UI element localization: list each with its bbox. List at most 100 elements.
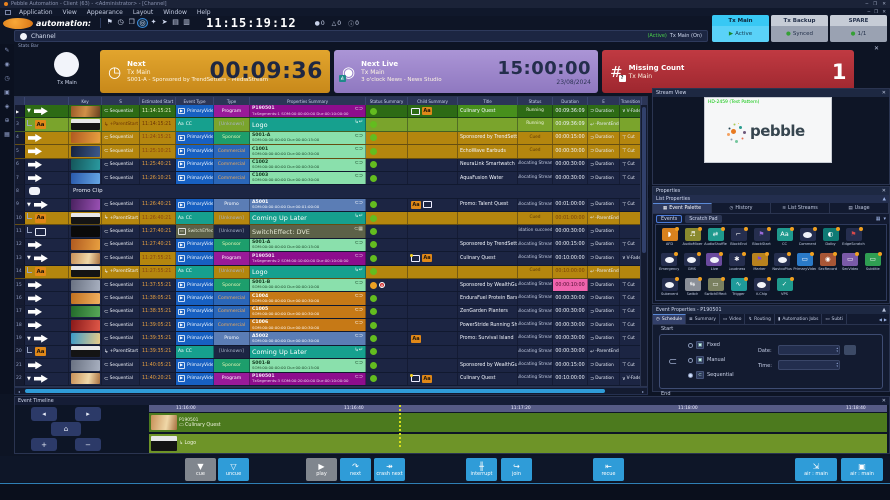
scrollbar-thumb[interactable]: [25, 389, 605, 393]
tab-automation-jobs[interactable]: ▮ Automation Jobs: [775, 314, 823, 324]
vertical-scrollbar[interactable]: [640, 105, 647, 386]
schedule-row-16[interactable]: 16 ⊂ Sequential 11:38:05:21 ▶ PrimaryVideo Com…: [15, 292, 647, 306]
menu-item-help[interactable]: Help: [196, 8, 211, 16]
air-main-button-9[interactable]: ▣ air : main: [841, 458, 883, 481]
menu-item-application[interactable]: Application: [19, 8, 53, 16]
tab-history[interactable]: ◷ History: [712, 203, 771, 213]
schedule-row-5[interactable]: 5 ⊂ Sequential 11:25:10:21 ▶ PrimaryVideo Comm…: [15, 145, 647, 159]
rail-icon-0[interactable]: ✎: [4, 47, 10, 54]
schedule-row-14[interactable]: 14 Aa ↳ +ParentStart 11:27:55:21 Aa CC [Unknown…: [15, 265, 647, 279]
mdi-close-icon[interactable]: ✕: [882, 9, 886, 15]
expand-icon[interactable]: ▼: [27, 201, 31, 208]
minimize-icon[interactable]: ─: [865, 1, 869, 7]
event-properties-pin-icon[interactable]: ▲: [882, 307, 886, 313]
tab-scroll-left-icon[interactable]: ◀: [878, 316, 882, 322]
column-header-e[interactable]: E: [588, 97, 620, 105]
column-header-1[interactable]: [25, 97, 69, 105]
palette-item-primaryvideo[interactable]: ▭ PrimaryVideo: [793, 251, 816, 276]
radio-button[interactable]: [688, 342, 693, 348]
channel-bar[interactable]: Channel (Active) Tx Main (On): [14, 30, 708, 42]
start-option-sequential[interactable]: ⊂ Sequential: [688, 371, 734, 379]
maximize-icon[interactable]: ❐: [873, 1, 878, 7]
schedule-row-4[interactable]: 4 ⊂ Sequential 11:24:15:21 ▶ PrimaryVideo Spon…: [15, 131, 647, 146]
column-header-child-summary[interactable]: Child Summary: [408, 97, 458, 105]
stats-panel-next-live[interactable]: ◉ ◭ Next Live Tx Main 3 o'clock News - News …: [334, 50, 598, 93]
timeline-track-2[interactable]: ↳ Logo: [149, 434, 887, 453]
palette-item-blockstart[interactable]: ⚑ BlockStart: [750, 226, 773, 251]
scroll-right-icon[interactable]: ▸: [641, 388, 644, 394]
join-button-6[interactable]: ↪ join: [501, 458, 532, 481]
expand-icon[interactable]: ▼: [27, 375, 31, 382]
toolbar-icon-1[interactable]: ◷: [117, 18, 124, 26]
rail-icon-2[interactable]: ◷: [4, 75, 10, 82]
properties-close-icon[interactable]: ✕: [881, 188, 886, 194]
schedule-row-3[interactable]: 3 Aa ↳ +ParentStart 11:14:15:21 Aa CC [Unknown]…: [15, 118, 647, 132]
uncue-button-1[interactable]: ▽ uncue: [218, 458, 249, 481]
radio-button[interactable]: [688, 372, 693, 378]
schedule-row-19[interactable]: 19 ▼ ⊂ Sequential 11:39:35:21 ▶ PrimaryVideo Pr…: [15, 332, 647, 346]
column-header-s[interactable]: S: [102, 97, 140, 105]
start-option-manual[interactable]: ▣ Manual: [688, 356, 725, 364]
toolbar-icon-7[interactable]: ▥: [183, 18, 190, 26]
palette-item-marker[interactable]: ⚑ Marker: [748, 251, 771, 276]
tab-schedule[interactable]: ◷ Schedule: [653, 314, 687, 324]
palette-item-subtitle[interactable]: ▭ Subtitle: [862, 251, 885, 276]
stats-panel-missing-count[interactable]: #? Missing Count Tx Main 1: [602, 50, 854, 93]
column-header-duration[interactable]: Duration: [553, 97, 588, 105]
tab-list-streams[interactable]: ≋ List Streams: [771, 203, 830, 213]
palette-item-secvideo[interactable]: ▭ SecVideo: [839, 251, 862, 276]
pin-icon[interactable]: ▲: [882, 196, 886, 202]
expand-icon[interactable]: ▼: [27, 255, 31, 262]
stream-view-close-icon[interactable]: ✕: [881, 90, 886, 96]
rail-icon-1[interactable]: ◉: [4, 61, 10, 68]
mdi-restore-icon[interactable]: ❐: [874, 9, 879, 15]
crash-next-button-4[interactable]: ↠ crash next: [374, 458, 405, 481]
column-header-properties-summary[interactable]: Properties Summary: [250, 97, 366, 105]
tx-selector-spare[interactable]: SPARE ● 1/1: [830, 15, 887, 42]
timeline-ruler[interactable]: 11:16:00 11:16:40 11:17:20 11:18:00 11:18:40: [149, 405, 887, 412]
start-option-fixed[interactable]: ▣ Fixed: [688, 341, 720, 349]
palette-item-blockend[interactable]: ⌐ BlockEnd: [727, 226, 750, 251]
scroll-left-icon[interactable]: ◂: [17, 388, 20, 394]
date-input[interactable]: ▴ ▾: [778, 345, 840, 355]
time-input[interactable]: ▴ ▾: [778, 360, 840, 370]
toolbar-icon-5[interactable]: ➤: [161, 18, 168, 26]
schedule-row-8[interactable]: 8 Promo Clip: [15, 185, 649, 199]
column-header-0[interactable]: [15, 97, 25, 105]
palette-item-v-chip[interactable]: V-Chip: [750, 276, 773, 300]
palette-item-cc[interactable]: Aa CC: [773, 226, 796, 251]
radio-button[interactable]: [688, 357, 693, 363]
tab-routing[interactable]: ↯ Routing: [745, 314, 775, 324]
date-picker-button[interactable]: [844, 345, 856, 355]
column-header-key[interactable]: Key: [69, 97, 102, 105]
column-header-title[interactable]: Title: [458, 97, 518, 105]
close-icon[interactable]: ✕: [882, 1, 886, 7]
tx-selector-tx-main[interactable]: Tx Main ▶ Active: [712, 15, 769, 42]
next-button-3[interactable]: ↷ next: [340, 458, 371, 481]
palette-item-dolby[interactable]: ◐ Dolby: [819, 226, 842, 251]
recue-button-7[interactable]: ⇤ recue: [593, 458, 624, 481]
rail-icon-6[interactable]: ▦: [4, 131, 10, 138]
timeline-zoom-in-button[interactable]: +: [31, 438, 57, 451]
column-header-status[interactable]: Status: [518, 97, 553, 105]
palette-item-gms[interactable]: GMS: [681, 251, 704, 276]
horizontal-scrollbar[interactable]: ◂ ▸: [14, 387, 648, 395]
schedule-row-20[interactable]: 20 Aa ↳ +ParentStart 11:39:35:21 Aa CC [Unknown…: [15, 345, 647, 360]
timeline-home-button[interactable]: ⌂: [51, 422, 81, 436]
schedule-row-22[interactable]: 22 ▼ ⊂ Sequential 11:40:20:21 ▶ PrimaryVideo Pr…: [15, 372, 647, 386]
palette-item-audiomixer[interactable]: ♬ AudioMixer: [681, 226, 704, 251]
column-header-transition[interactable]: Transition: [620, 97, 642, 105]
schedule-row-10[interactable]: 10 Aa ↳ +ParentStart 11:26:40:21 Aa CC [Unknown…: [15, 212, 647, 226]
schedule-row-11[interactable]: 11 ⊂ Sequential 11:27:40:21 ▭ SwitchEffect [Un…: [15, 225, 647, 239]
palette-item-trigger[interactable]: ∿ Trigger: [727, 276, 750, 300]
tab-subti[interactable]: ▭ Subti: [822, 314, 847, 324]
schedule-row-7[interactable]: 7 ⊂ Sequential 11:26:10:21 ▶ PrimaryVideo Comm…: [15, 171, 647, 186]
expand-icon[interactable]: ▼: [27, 335, 31, 342]
timeline-zoom-out-button[interactable]: −: [75, 438, 101, 451]
column-header-type[interactable]: Type: [214, 97, 250, 105]
palette-item-loudness[interactable]: ✱ Loudness: [726, 251, 749, 276]
toolbar-icon-6[interactable]: ▤: [172, 18, 179, 26]
rail-icon-3[interactable]: ▣: [4, 89, 10, 96]
chevron-down-icon[interactable]: ▾: [883, 216, 886, 222]
subtab-events[interactable]: Events: [656, 215, 683, 223]
